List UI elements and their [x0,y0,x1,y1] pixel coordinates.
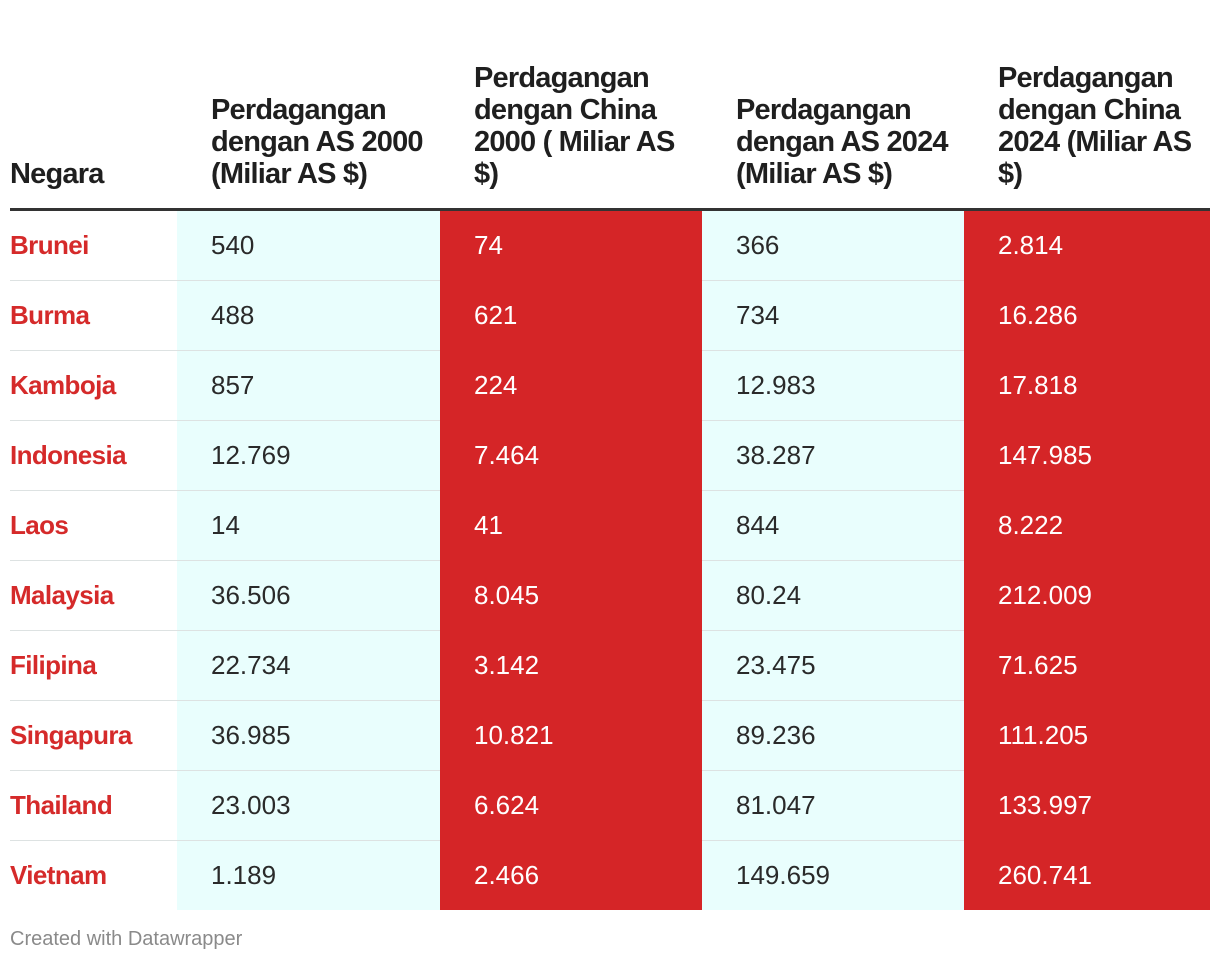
china-2024-cell: 16.286 [964,280,1210,351]
china-2000-cell: 6.624 [440,770,702,841]
country-cell: Filipina [10,630,177,701]
us-2024-cell: 734 [702,280,964,351]
table-row: Malaysia 36.506 8.045 80.24 212.009 [10,560,1210,631]
country-cell: Brunei [10,209,177,281]
country-cell: Laos [10,490,177,561]
country-cell: Thailand [10,770,177,841]
us-2000-cell: 22.734 [177,630,440,701]
us-2000-cell: 488 [177,280,440,351]
us-2000-cell: 857 [177,350,440,421]
china-2024-cell: 260.741 [964,840,1210,910]
us-2024-cell: 844 [702,490,964,561]
china-2000-cell: 8.045 [440,560,702,631]
china-2024-cell: 8.222 [964,490,1210,561]
table-row: Thailand 23.003 6.624 81.047 133.997 [10,770,1210,841]
trade-table-container: Negara Perdagangan dengan AS 2000 (Milia… [10,0,1210,910]
table-body: Brunei 540 74 366 2.814 Burma 488 621 73… [10,209,1210,910]
china-2000-cell: 74 [440,209,702,281]
table-row: Filipina 22.734 3.142 23.475 71.625 [10,630,1210,701]
table-row: Vietnam 1.189 2.466 149.659 260.741 [10,840,1210,910]
table-row: Singapura 36.985 10.821 89.236 111.205 [10,700,1210,771]
us-2000-cell: 36.985 [177,700,440,771]
us-2000-cell: 12.769 [177,420,440,491]
china-2000-cell: 621 [440,280,702,351]
country-cell: Singapura [10,700,177,771]
table-row: Burma 488 621 734 16.286 [10,280,1210,351]
country-cell: Burma [10,280,177,351]
table-header-row: Negara Perdagangan dengan AS 2000 (Milia… [10,0,1210,210]
us-2024-cell: 81.047 [702,770,964,841]
china-2024-cell: 212.009 [964,560,1210,631]
table-row: Indonesia 12.769 7.464 38.287 147.985 [10,420,1210,491]
china-2024-cell: 147.985 [964,420,1210,491]
us-2024-cell: 12.983 [702,350,964,421]
us-2024-cell: 38.287 [702,420,964,491]
china-2000-cell: 7.464 [440,420,702,491]
china-2000-cell: 41 [440,490,702,561]
china-2000-cell: 224 [440,350,702,421]
country-cell: Kamboja [10,350,177,421]
us-2024-cell: 23.475 [702,630,964,701]
column-header-country: Negara [10,158,104,190]
us-2000-cell: 540 [177,209,440,281]
footer-credit: Created with Datawrapper [10,928,243,950]
trade-table: Negara Perdagangan dengan AS 2000 (Milia… [10,0,1210,910]
us-2000-cell: 23.003 [177,770,440,841]
country-cell: Malaysia [10,560,177,631]
table-row: Kamboja 857 224 12.983 17.818 [10,350,1210,421]
us-2024-cell: 80.24 [702,560,964,631]
china-2024-cell: 17.818 [964,350,1210,421]
table-row: Laos 14 41 844 8.222 [10,490,1210,561]
china-2000-cell: 10.821 [440,700,702,771]
column-header-china-2000: Perdagangan dengan China 2000 ( Miliar A… [474,62,675,190]
us-2000-cell: 14 [177,490,440,561]
china-2000-cell: 3.142 [440,630,702,701]
us-2000-cell: 36.506 [177,560,440,631]
us-2000-cell: 1.189 [177,840,440,910]
china-2024-cell: 111.205 [964,700,1210,771]
us-2024-cell: 89.236 [702,700,964,771]
column-header-us-2000: Perdagangan dengan AS 2000 (Miliar AS $) [211,94,424,190]
china-2024-cell: 71.625 [964,630,1210,701]
china-2024-cell: 133.997 [964,770,1210,841]
china-2000-cell: 2.466 [440,840,702,910]
us-2024-cell: 366 [702,209,964,281]
us-2024-cell: 149.659 [702,840,964,910]
country-cell: Vietnam [10,860,107,890]
china-2024-cell: 2.814 [964,209,1210,281]
column-header-us-2024: Perdagangan dengan AS 2024 (Miliar AS $) [736,94,949,190]
table-row: Brunei 540 74 366 2.814 [10,209,1210,281]
column-header-china-2024: Perdagangan dengan China 2024 (Miliar AS… [998,62,1192,190]
country-cell: Indonesia [10,420,177,491]
